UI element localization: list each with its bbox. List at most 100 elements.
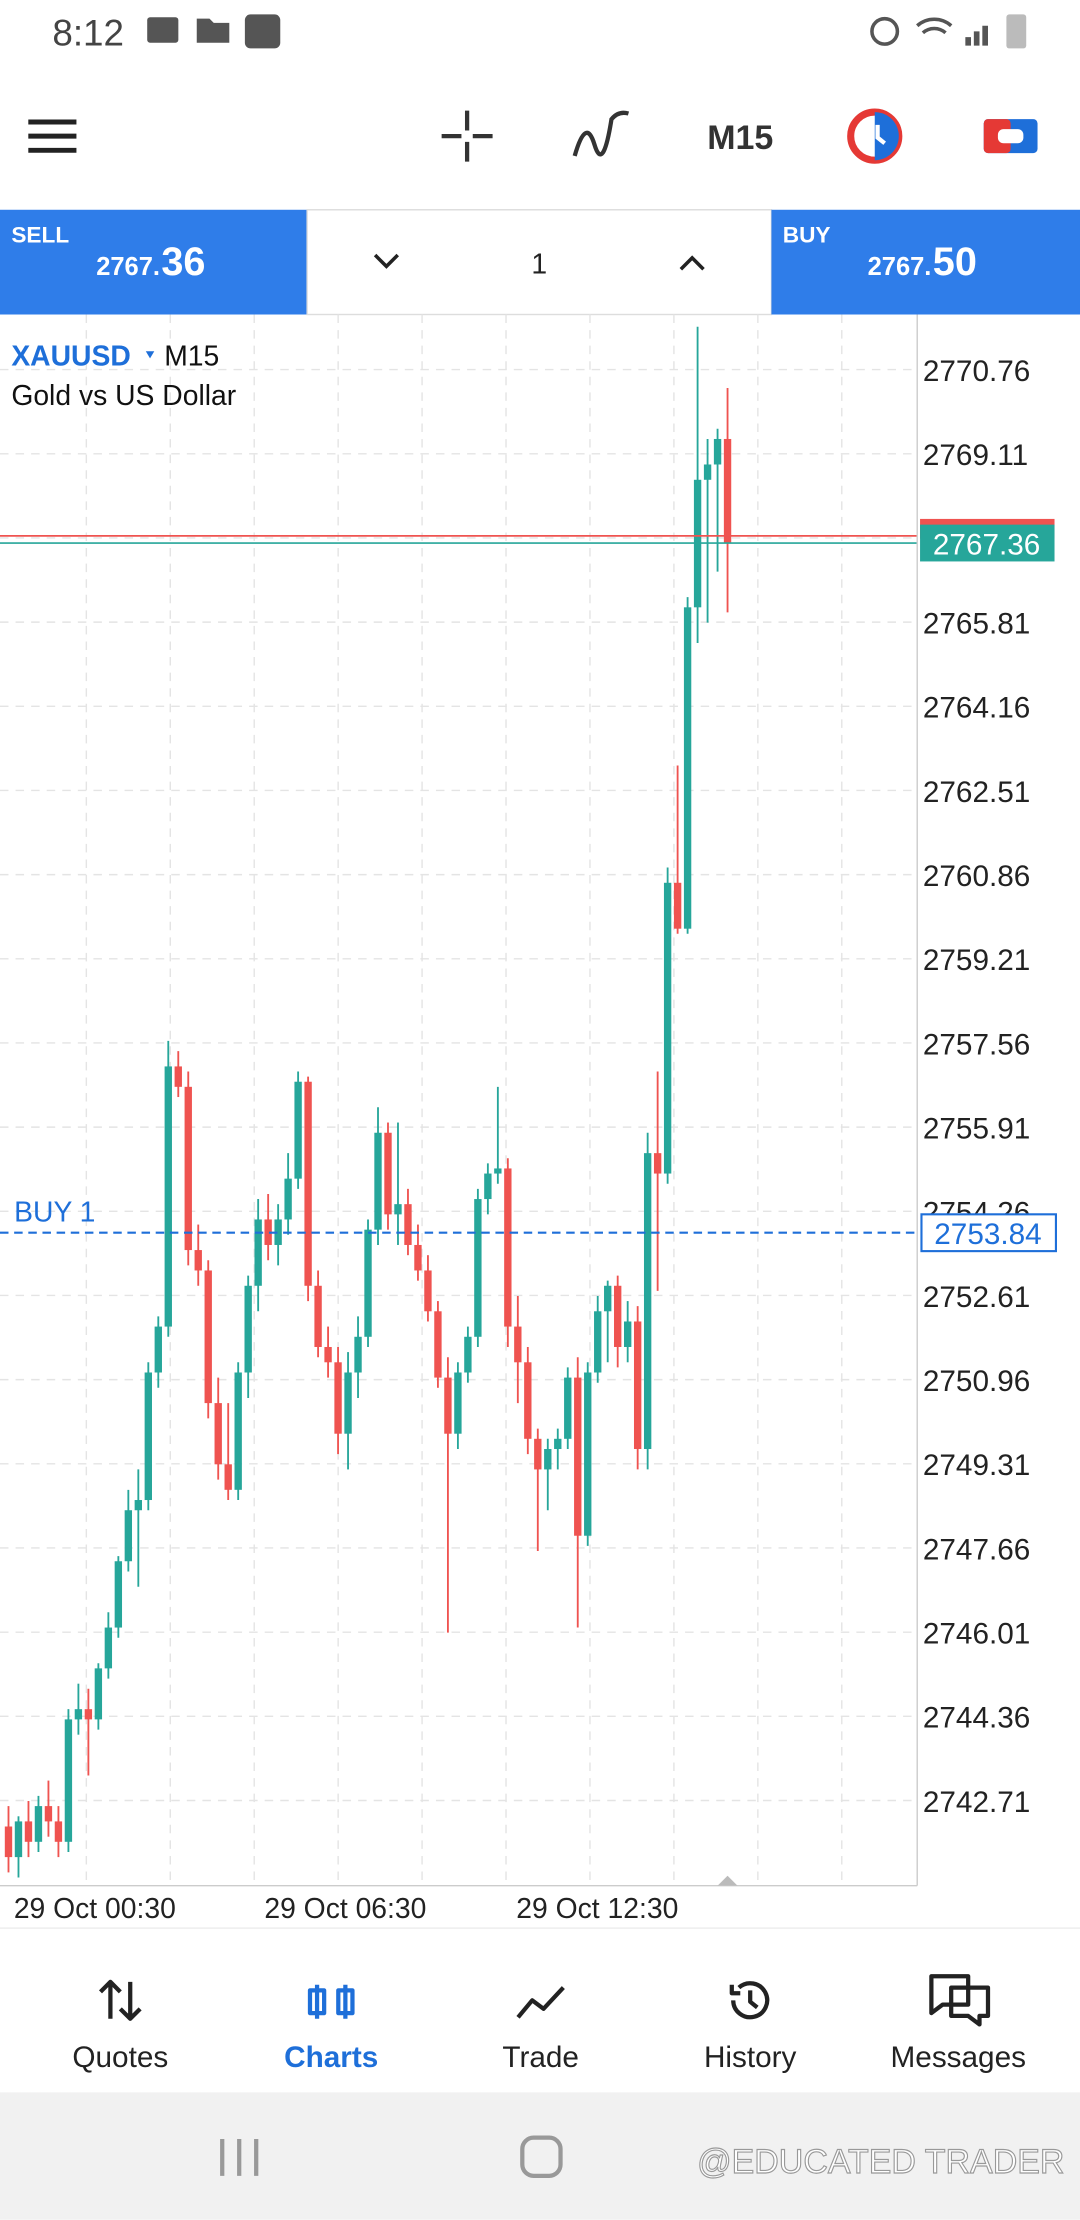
candle-body (554, 1438, 562, 1450)
y-tick-label: 2750.96 (923, 1365, 1030, 1398)
y-tick-label: 2742.71 (923, 1786, 1030, 1819)
status-battery (1006, 14, 1027, 49)
candle-body (144, 1372, 152, 1501)
candle-body (204, 1270, 212, 1404)
nav-label: Trade (502, 2041, 579, 2074)
candle-body (683, 607, 692, 929)
candle-body (544, 1449, 552, 1470)
candle-body (364, 1229, 372, 1337)
one-click-icon (874, 112, 899, 161)
candle-body (414, 1244, 422, 1271)
y-tick-label: 2760.86 (923, 860, 1030, 893)
candle-body (64, 1719, 73, 1842)
crosshair-button[interactable] (441, 110, 493, 162)
candle-body (723, 438, 732, 544)
candle-body (174, 1066, 182, 1087)
home-button[interactable] (520, 2135, 563, 2178)
y-tick-label: 2749.31 (923, 1449, 1030, 1482)
candle-body (673, 882, 682, 929)
candle-body (444, 1377, 452, 1434)
indicators-icon (572, 110, 630, 157)
nav-item[interactable]: History (704, 1981, 797, 2074)
watermark: @EDUCATED TRADER (697, 2143, 1064, 2181)
symbol-description: Gold vs US Dollar (11, 379, 236, 411)
candle-body (114, 1561, 123, 1628)
menu-icon (28, 119, 77, 153)
candle-body (184, 1086, 192, 1251)
candle-body (124, 1510, 133, 1562)
y-tick-label: 2752.61 (923, 1281, 1030, 1314)
system-nav (0, 2092, 1080, 2220)
symbol: XAUUSD (11, 339, 131, 371)
trade-icon (983, 119, 1011, 154)
buy-bg (771, 209, 1080, 315)
nav-item[interactable]: Trade (502, 1986, 579, 2074)
y-tick-label: 2759.21 (923, 944, 1030, 977)
y-tick-label: 2757.56 (923, 1028, 1030, 1061)
candle-body (94, 1668, 103, 1720)
bottom-nav (0, 1928, 1080, 2093)
candle-body (284, 1178, 292, 1220)
candle-body (254, 1219, 262, 1286)
candle-body (314, 1285, 322, 1347)
candle-body (34, 1806, 43, 1842)
nav-item[interactable]: Messages (891, 1974, 1026, 2074)
y-tick-label: 2770.76 (923, 355, 1030, 388)
y-tick-label: 2769.11 (923, 439, 1028, 472)
candle-body (424, 1270, 432, 1312)
status-icon (244, 14, 281, 49)
symbol-dropdown[interactable] (145, 351, 155, 359)
timeframe-button[interactable]: M15 (707, 119, 773, 157)
volume-down[interactable] (373, 253, 399, 269)
candle-body (454, 1372, 462, 1434)
order-tag (920, 1213, 1057, 1253)
status-icon (196, 18, 230, 43)
nav-item[interactable]: Quotes (72, 1979, 168, 2074)
order-line-label: BUY 1 (14, 1195, 95, 1227)
candle-body (464, 1336, 472, 1373)
candle-body (604, 1285, 612, 1312)
candle-body (154, 1326, 162, 1373)
candle-body (164, 1066, 172, 1327)
candle-body (134, 1500, 143, 1511)
y-tick-label: 2755.91 (923, 1112, 1030, 1145)
chart-timeframe: M15 (164, 339, 219, 371)
buy-button[interactable]: BUY 2767. 50 (771, 209, 1080, 315)
scroll-marker (717, 1875, 738, 1886)
volume-value[interactable]: 1 (531, 247, 547, 279)
candle-body (713, 438, 722, 465)
indicators-button[interactable] (572, 110, 630, 157)
candle-body (474, 1199, 482, 1337)
candle-body (384, 1132, 392, 1215)
candle-body (653, 1153, 662, 1174)
recents-button[interactable] (220, 2139, 259, 2176)
trade-icon (997, 129, 1024, 144)
candle-body (624, 1321, 632, 1347)
candle-body (394, 1204, 402, 1215)
bid-tag-label: 2767.36 (933, 528, 1040, 561)
candle-body (294, 1081, 302, 1179)
candle-body (324, 1346, 332, 1363)
candle-body (374, 1132, 382, 1230)
nav-label: Messages (891, 2041, 1026, 2074)
nav-item[interactable]: Charts (284, 1984, 378, 2074)
candle-body (214, 1403, 222, 1465)
menu-button[interactable] (28, 119, 77, 153)
sell-button[interactable]: SELL 2767. 36 (0, 209, 308, 315)
candle-body (354, 1336, 362, 1373)
bid-tag (920, 524, 1055, 562)
nav-icon (729, 1981, 770, 2020)
x-tick-label: 29 Oct 00:30 (14, 1892, 176, 1924)
x-tick-label: 29 Oct 06:30 (264, 1892, 426, 1924)
candle-body (524, 1362, 532, 1439)
candle-body (344, 1372, 352, 1434)
status-wifi (916, 17, 953, 35)
volume-up[interactable] (679, 255, 705, 271)
one-click-button[interactable] (847, 108, 903, 164)
trade-button[interactable] (983, 119, 1038, 154)
sell-price-suffix: 36 (161, 240, 205, 284)
one-click-icon (875, 124, 886, 145)
candle-body (484, 1173, 492, 1200)
